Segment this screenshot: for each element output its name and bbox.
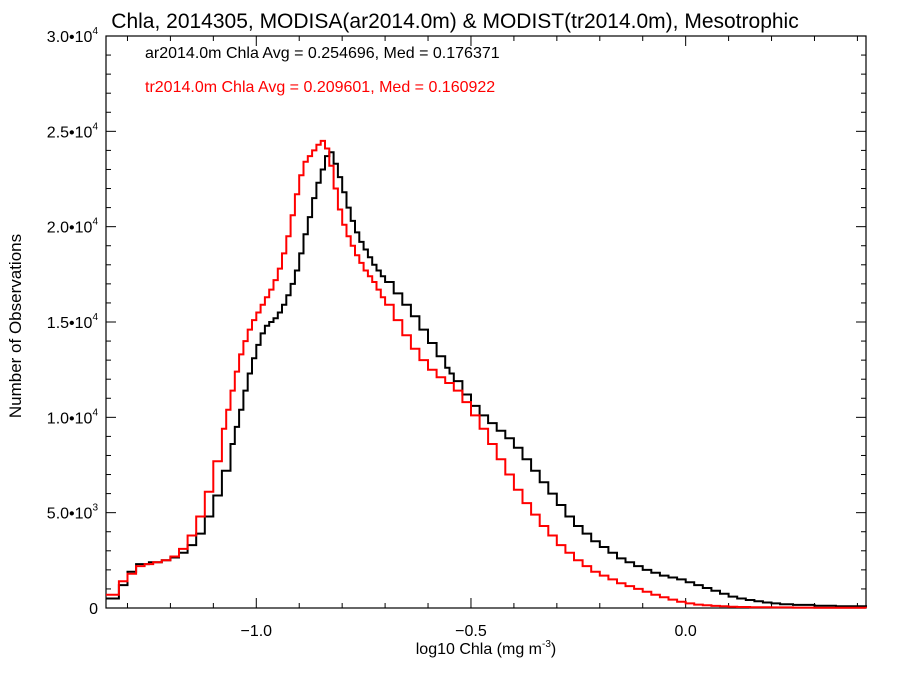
x-axis-label: log10 Chla (mg m-3) (416, 639, 557, 658)
y-tick-label: 0 (89, 601, 98, 618)
x-axis-label-close: ) (551, 641, 556, 658)
series-lines (106, 139, 867, 609)
x-tick-label: −0.5 (455, 623, 487, 640)
y-tick-label: 1.5•104 (47, 312, 99, 332)
y-tick-label: 3.0•104 (47, 26, 99, 46)
annotation-tr-stats: tr2014.0m Chla Avg = 0.209601, Med = 0.1… (145, 79, 495, 96)
y-tick-label: 2.0•104 (47, 217, 99, 237)
series-line-tr2014 (106, 139, 867, 609)
y-tick-label: 1.0•104 (47, 407, 99, 427)
x-axis-tick-labels: −1.0 −0.5 0.0 (240, 623, 696, 640)
x-tick-label: 0.0 (675, 623, 697, 640)
x-axis-label-superscript: -3 (542, 639, 551, 650)
annotation-ar-stats: ar2014.0m Chla Avg = 0.254696, Med = 0.1… (145, 45, 500, 62)
stats-annotations: ar2014.0m Chla Avg = 0.254696, Med = 0.1… (145, 45, 500, 96)
chart-title: Chla, 2014305, MODISA(ar2014.0m) & MODIS… (111, 10, 798, 33)
y-axis-label: Number of Observations (6, 234, 25, 418)
y-axis-ticks (106, 35, 866, 609)
y-axis-tick-labels: 0 5.0•103 1.0•104 1.5•104 2.0•104 2.5•104 3.0•… (47, 26, 99, 618)
plot-frame (105, 35, 867, 609)
y-tick-label: 5.0•103 (47, 503, 99, 523)
x-tick-label: −1.0 (240, 623, 272, 640)
y-tick-label: 2.5•104 (47, 121, 99, 141)
series-line-ar2014 (106, 151, 867, 608)
x-axis-ticks (126, 36, 858, 608)
